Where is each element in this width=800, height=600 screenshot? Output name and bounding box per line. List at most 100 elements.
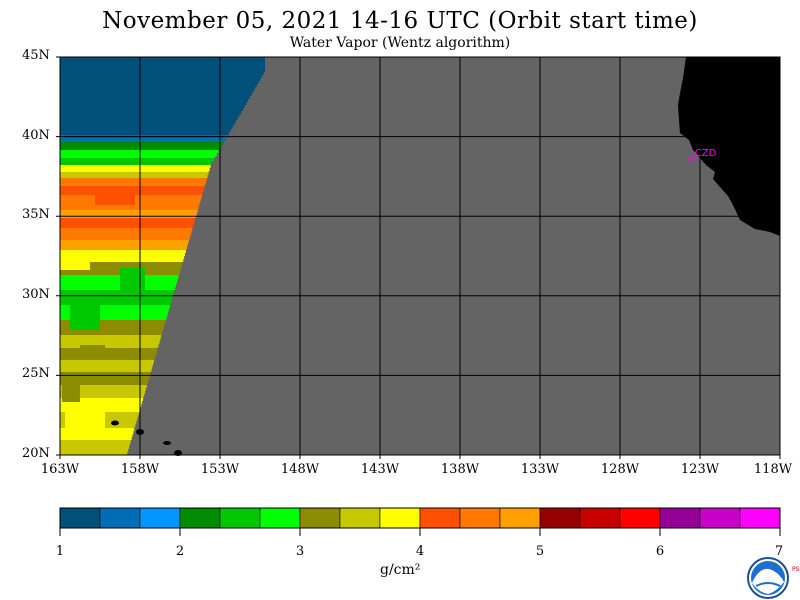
swath-cell: [60, 141, 224, 142]
swath-cell: [60, 221, 195, 224]
california-coastline-land: [678, 57, 780, 236]
swath-cell: [60, 302, 171, 305]
swath-cell: [60, 443, 130, 446]
latitude-label: 35N: [22, 207, 50, 223]
colorbar-tick-label: 3: [295, 544, 305, 559]
swath-cell: [60, 320, 166, 323]
swath-cell: [60, 96, 250, 99]
swath-cell: [60, 218, 196, 221]
swath-cell: [60, 437, 132, 440]
longitude-label: 148W: [280, 462, 320, 477]
longitude-label: 123W: [680, 462, 720, 477]
swath-cell: [60, 102, 247, 105]
swath-patch: [80, 345, 105, 357]
colorbar-ticks: [59, 528, 781, 536]
longitude-label: 163W: [40, 462, 80, 477]
swath-cell: [60, 207, 199, 210]
swath-cell: [60, 262, 183, 265]
swath-cell: [60, 87, 256, 90]
swath-cell: [60, 165, 211, 168]
swath-cell: [60, 311, 169, 314]
swath-cell: [60, 145, 222, 148]
swath-cell: [60, 431, 134, 434]
longitude-label: 138W: [440, 462, 480, 477]
swath-cell: [60, 57, 265, 60]
swath-cell: [60, 150, 219, 153]
swath-cell: [60, 357, 155, 360]
swath-cell: [60, 90, 254, 93]
swath-cell: [60, 394, 145, 397]
swath-cell: [60, 385, 147, 388]
swath-cell: [60, 369, 152, 372]
swath-patch: [65, 405, 105, 430]
swath-cell: [60, 274, 179, 275]
swath-cell: [60, 332, 163, 335]
longitude-label: 158W: [120, 462, 160, 477]
colorbar-tick-label: 5: [535, 544, 545, 559]
swath-cell: [60, 75, 263, 78]
swath-cell: [60, 224, 194, 227]
swath-cell: [60, 138, 226, 141]
swath-cell: [60, 296, 173, 299]
swath-cell: [60, 63, 265, 66]
swath-cell: [60, 240, 189, 243]
swath-cell: [60, 381, 148, 384]
swath-cell: [60, 351, 157, 354]
swath-cell: [60, 181, 206, 184]
swath-cell: [60, 434, 133, 437]
latitude-label: 45N: [22, 48, 50, 63]
map-frame: [59, 56, 781, 456]
swath-cell: [60, 66, 265, 69]
swath-cell: [60, 114, 240, 117]
swath-cell: [60, 284, 177, 287]
latitude-label: 30N: [22, 286, 50, 302]
swath-cell: [60, 216, 196, 218]
swath-cell: [60, 178, 207, 181]
station-dot: [688, 155, 696, 163]
swath-cell: [60, 250, 186, 253]
swath-cell: [60, 384, 148, 385]
swath-cell: [60, 287, 176, 290]
longitude-label: 118W: [753, 462, 793, 477]
swath-patch: [62, 380, 80, 402]
swath-cell: [60, 231, 192, 234]
swath-cell: [60, 299, 172, 302]
colorbar-tick-label: 2: [175, 544, 185, 559]
swath-cell: [60, 375, 150, 378]
longitude-label: 143W: [360, 462, 400, 477]
swath-cell: [60, 189, 204, 192]
satellite-swath: [60, 57, 265, 455]
colorbar-units: g/cm²: [380, 562, 421, 578]
swath-cell: [60, 213, 197, 216]
swath-cell: [60, 108, 243, 111]
station-label: CZD: [695, 148, 717, 159]
swath-cell: [60, 278, 178, 281]
swath-cell: [60, 117, 238, 120]
colorbar-tick-label: 7: [774, 544, 784, 559]
swath-cell: [60, 360, 154, 363]
psl-side-text: PSL: [792, 566, 800, 573]
swath-cell: [60, 237, 190, 240]
colorbar-tick-label: 4: [415, 544, 425, 559]
swath-cell: [60, 120, 236, 123]
swath-cell: [60, 243, 188, 246]
island-kauai: [111, 420, 119, 426]
swath-cell: [60, 227, 193, 228]
page-subtitle: Water Vapor (Wentz algorithm): [289, 35, 511, 51]
station-marker-czd: CZD: [688, 148, 717, 163]
swath-cell: [60, 246, 188, 249]
latitude-label: 25N: [22, 366, 50, 382]
swath-cell: [60, 305, 170, 308]
swath-cell: [60, 99, 249, 102]
swath-patch: [95, 195, 135, 205]
swath-cell: [60, 440, 131, 443]
swath-cell: [60, 259, 184, 262]
swath-cell: [60, 290, 175, 293]
swath-cell: [60, 348, 158, 351]
swath-cell: [60, 275, 179, 278]
swath-cell: [60, 184, 206, 186]
swath-cell: [60, 329, 163, 332]
swath-cell: [60, 317, 167, 320]
swath-cell: [60, 129, 231, 132]
swath-cell: [60, 210, 198, 213]
